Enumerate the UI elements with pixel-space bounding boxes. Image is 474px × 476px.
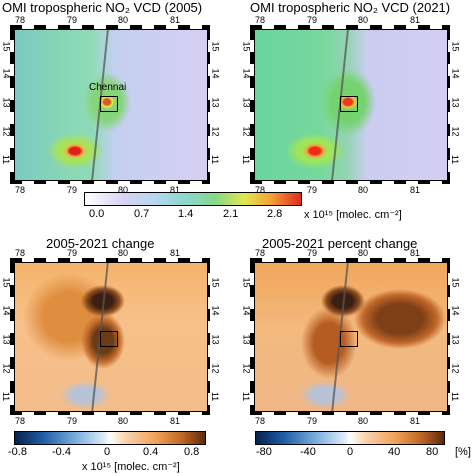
tick-bottom: 78 xyxy=(15,416,26,426)
tick-left: 14 xyxy=(1,305,12,316)
tick-bottom: 78 xyxy=(255,185,266,195)
tick-top: 78 xyxy=(255,15,266,25)
tick-bottom: 81 xyxy=(170,185,181,195)
tick-top: 78 xyxy=(15,248,26,258)
tick-right: 15 xyxy=(450,41,461,52)
tick-right: 13 xyxy=(210,334,221,345)
tick-right: 14 xyxy=(210,305,221,316)
panel-title-percent-change: 2005-2021 percent change xyxy=(262,236,418,251)
tick-top: 81 xyxy=(170,15,181,25)
tick-left: 14 xyxy=(241,305,252,316)
tick-bottom: 80 xyxy=(358,185,369,195)
tick-top: 79 xyxy=(307,248,318,258)
tick-top: 81 xyxy=(410,248,421,258)
tick-top: 81 xyxy=(410,15,421,25)
colorbar-tick: 0.0 xyxy=(89,208,105,220)
tick-left: 12 xyxy=(1,126,12,137)
tick-bottom: 79 xyxy=(307,185,318,195)
tick-left: 15 xyxy=(1,41,12,52)
tick-bottom: 80 xyxy=(118,185,129,195)
tick-top: 78 xyxy=(15,15,26,25)
panel-title-2005: OMI tropospheric NO₂ VCD (2005) xyxy=(2,0,203,15)
colorbar-tick: -0.8 xyxy=(8,446,27,458)
tick-bottom: 81 xyxy=(410,185,421,195)
tick-left: 12 xyxy=(1,363,12,374)
tick-right: 12 xyxy=(210,126,221,137)
colorbar-tick: -40 xyxy=(300,446,316,458)
tick-left: 15 xyxy=(241,41,252,52)
tick-left: 11 xyxy=(241,154,252,165)
tick-right: 13 xyxy=(450,334,461,345)
tick-left: 12 xyxy=(241,363,252,374)
chennai-box-2021 xyxy=(340,96,358,112)
tick-left: 14 xyxy=(1,68,12,79)
colorbar-tick: 2.1 xyxy=(223,208,239,220)
colorbar-unit: x 10¹⁵ [molec. cm⁻²] xyxy=(304,209,402,221)
tick-right: 11 xyxy=(450,154,461,165)
colorbar-tick: 40 xyxy=(388,446,401,458)
chennai-box-percent xyxy=(340,331,358,347)
tick-right: 12 xyxy=(210,363,221,374)
chennai-label: Chennai xyxy=(89,82,127,93)
tick-left: 11 xyxy=(241,391,252,402)
tick-left: 15 xyxy=(241,277,252,288)
tick-right: 12 xyxy=(450,363,461,374)
tick-top: 80 xyxy=(358,15,369,25)
tick-bottom: 79 xyxy=(67,416,78,426)
tick-right: 11 xyxy=(210,391,221,402)
tick-left: 11 xyxy=(1,154,12,165)
tick-left: 12 xyxy=(241,126,252,137)
colorbar-tick: -0.4 xyxy=(52,446,71,458)
tick-right: 14 xyxy=(210,68,221,79)
tick-right: 14 xyxy=(450,68,461,79)
tick-left: 13 xyxy=(1,97,12,108)
tick-top: 80 xyxy=(118,15,129,25)
tick-left: 13 xyxy=(241,97,252,108)
tick-bottom: 81 xyxy=(410,416,421,426)
tick-right: 11 xyxy=(450,391,461,402)
tick-right: 11 xyxy=(210,154,221,165)
tick-right: 15 xyxy=(450,277,461,288)
colorbar-tick: 80 xyxy=(426,446,439,458)
tick-bottom: 81 xyxy=(170,416,181,426)
panel-title-change: 2005-2021 change xyxy=(46,236,155,251)
colorbar-tick: 0.8 xyxy=(184,446,200,458)
tick-top: 81 xyxy=(170,248,181,258)
colorbar-unit: x 10¹⁵ [molec. cm⁻²] xyxy=(82,461,180,473)
tick-right: 15 xyxy=(210,277,221,288)
tick-left: 14 xyxy=(241,68,252,79)
colorbar-tick: 0 xyxy=(347,446,354,458)
tick-top: 78 xyxy=(255,248,266,258)
chennai-box-change xyxy=(100,331,118,347)
colorbar-tick: -80 xyxy=(256,446,272,458)
tick-right: 15 xyxy=(210,41,221,52)
tick-top: 80 xyxy=(358,248,369,258)
tick-top: 79 xyxy=(307,15,318,25)
tick-left: 13 xyxy=(1,334,12,345)
tick-top: 79 xyxy=(67,248,78,258)
tick-right: 14 xyxy=(450,305,461,316)
tick-top: 80 xyxy=(118,248,129,258)
panel-title-2021: OMI tropospheric NO₂ VCD (2021) xyxy=(250,0,451,15)
chennai-box-2005 xyxy=(100,96,118,112)
tick-bottom: 80 xyxy=(118,416,129,426)
tick-top: 79 xyxy=(67,15,78,25)
tick-right: 12 xyxy=(450,126,461,137)
colorbar-tick: 2.8 xyxy=(267,208,283,220)
colorbar-tick: 0.7 xyxy=(134,208,150,220)
tick-bottom: 80 xyxy=(358,416,369,426)
tick-bottom: 78 xyxy=(15,185,26,195)
tick-left: 11 xyxy=(1,391,12,402)
colorbar-tick: 0.4 xyxy=(143,446,159,458)
tick-left: 13 xyxy=(241,334,252,345)
tick-right: 13 xyxy=(210,97,221,108)
tick-bottom: 79 xyxy=(67,185,78,195)
tick-bottom: 78 xyxy=(255,416,266,426)
tick-bottom: 79 xyxy=(307,416,318,426)
tick-right: 13 xyxy=(450,97,461,108)
colorbar-unit: [%] xyxy=(455,446,471,458)
colorbar-tick: 0 xyxy=(104,446,111,458)
tick-left: 15 xyxy=(1,277,12,288)
colorbar-tick: 1.4 xyxy=(178,208,194,220)
